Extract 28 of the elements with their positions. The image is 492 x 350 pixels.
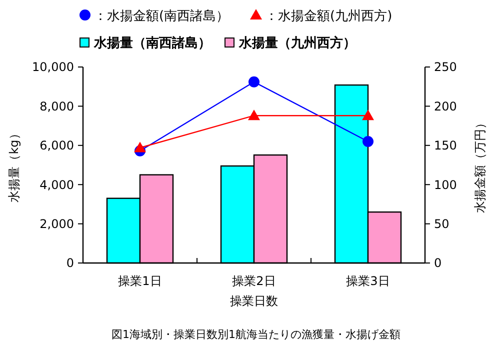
point	[248, 110, 260, 120]
x-tick-label: 操業2日	[232, 274, 276, 288]
legend-label: 水揚量（九州西方）	[238, 35, 356, 51]
point	[362, 110, 374, 120]
y2-tick-label: 100	[434, 178, 457, 192]
y-tick-label: 6,000	[40, 138, 74, 153]
y2-tick-label: 200	[434, 99, 457, 114]
point	[362, 136, 374, 147]
y-tick-label: 10,000	[32, 60, 74, 74]
legend-label: ：水揚金額(南西諸島）	[94, 9, 230, 24]
y-tick-label: 8,000	[40, 99, 74, 114]
y2-tick-label: 250	[434, 60, 457, 74]
x-tick-label: 操業1日	[118, 274, 162, 288]
y-tick-label: 0	[66, 256, 74, 270]
y2-tick-label: 0	[434, 256, 442, 270]
caption: 図1海域別・操業日数別1航海当たりの漁獲量・水揚げ金額	[112, 328, 400, 341]
legend-label: ：水揚金額(九州西方)	[265, 8, 392, 24]
legend-label: 水揚量（南西諸島）	[93, 35, 211, 51]
y2-tick-label: 150	[434, 138, 457, 153]
y2-tick-label: 50	[434, 217, 450, 231]
y-tick-label: 2,000	[40, 217, 74, 231]
y-tick-label: 4,000	[40, 178, 74, 192]
x-tick-label: 操業3日	[346, 274, 390, 288]
point	[248, 76, 260, 88]
x-axis-title: 操業日数	[230, 294, 278, 308]
point	[134, 142, 146, 152]
y-axis-title: 水揚量（kg）	[7, 128, 21, 202]
y2-axis-title: 水揚金額（万円）	[473, 117, 487, 213]
